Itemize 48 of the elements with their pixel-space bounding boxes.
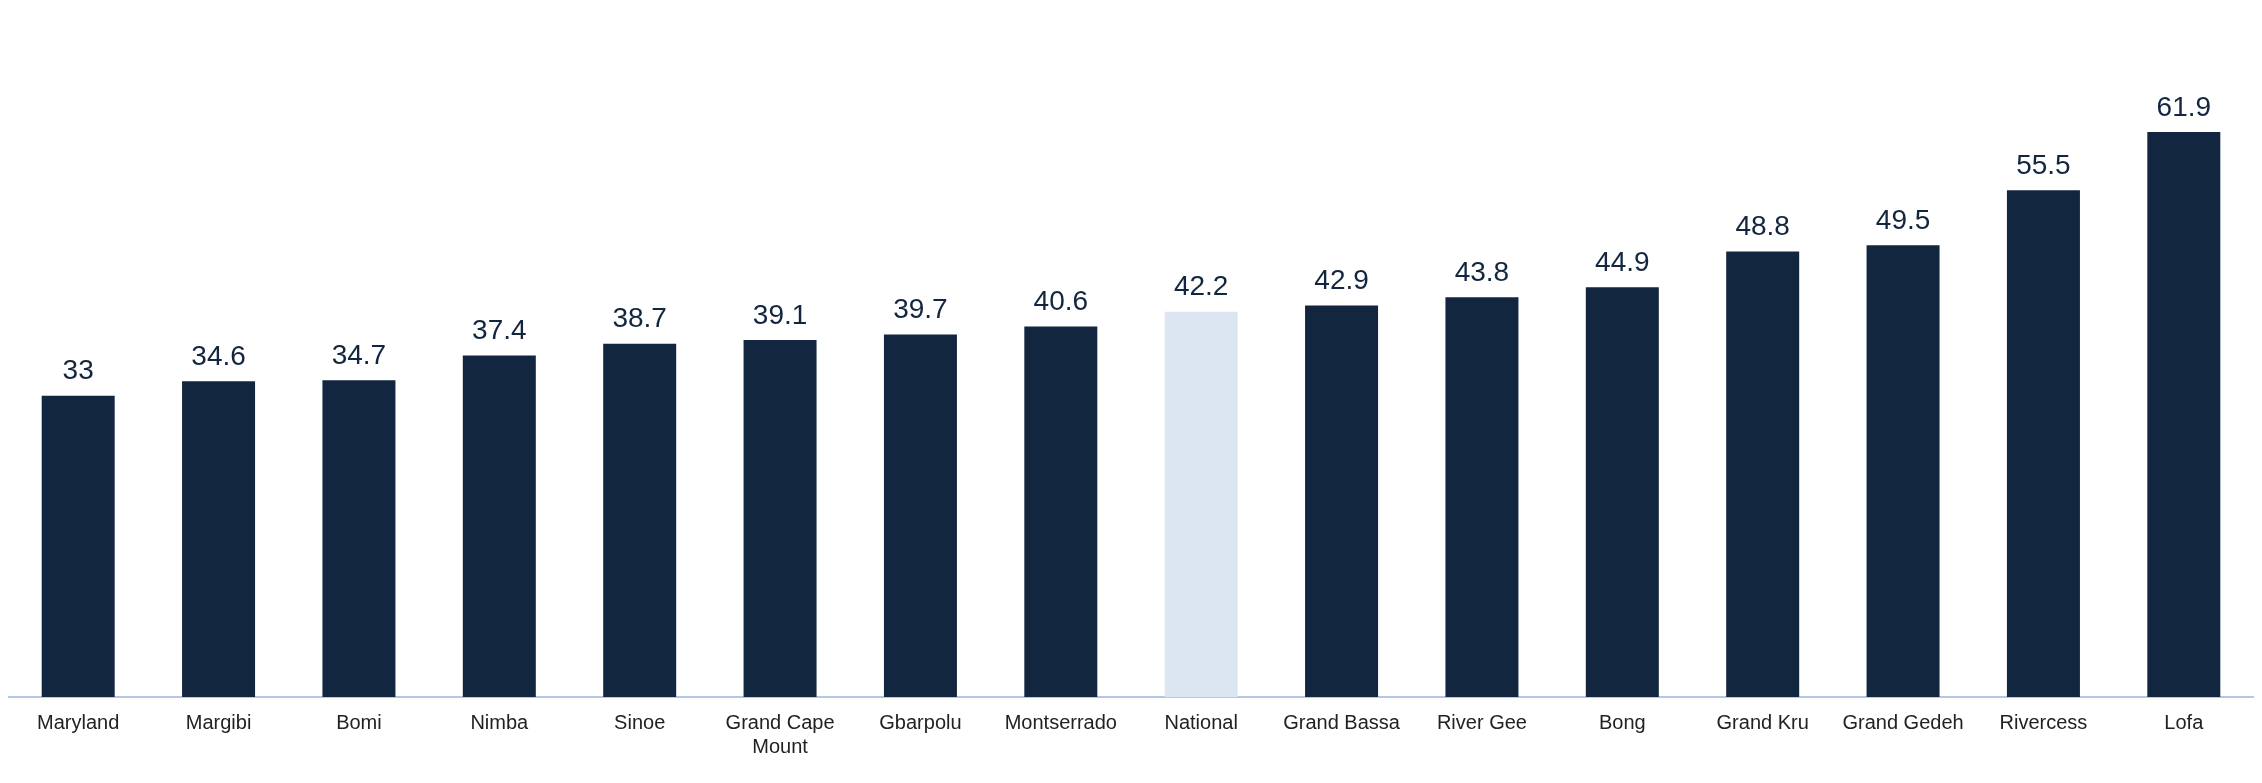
data-label: 49.5	[1875, 203, 1931, 235]
x-tick-label: Rivercess	[1999, 710, 2088, 733]
data-label: 42.2	[1173, 270, 1229, 302]
bar	[1585, 287, 1659, 697]
x-tick-label: Nimba	[470, 710, 530, 733]
bar	[1866, 245, 1940, 697]
x-tick-label: National	[1164, 710, 1238, 733]
x-tick-label: Margibi	[185, 710, 252, 733]
x-tick-label: Maryland	[37, 710, 120, 733]
data-label: 38.7	[612, 302, 667, 334]
bar	[1305, 305, 1379, 697]
data-label: 55.5	[2016, 149, 2071, 181]
data-label: 42.9	[1314, 264, 1369, 296]
x-tick-label: Bong	[1598, 710, 1646, 733]
bar	[603, 343, 677, 697]
bar	[182, 381, 256, 697]
data-label: 37.4	[472, 314, 527, 346]
data-label: 43.8	[1454, 255, 1510, 287]
x-tick-label: Sinoe	[614, 710, 666, 733]
bar	[1024, 326, 1098, 697]
data-label: 34.7	[331, 338, 387, 370]
x-tick-label: Grand Kru	[1716, 710, 1809, 733]
data-label: 34.6	[191, 339, 246, 371]
x-tick-label: Grand Gedeh	[1842, 710, 1964, 733]
bar	[743, 340, 817, 697]
x-tick-label: Grand Cape Mount	[725, 710, 835, 757]
bar	[322, 380, 396, 697]
x-tick-label: Bomi	[336, 710, 382, 733]
x-tick-label: Gbarpolu	[879, 710, 962, 733]
bar	[2006, 190, 2080, 697]
data-label: 39.1	[752, 298, 808, 330]
data-label: 33	[62, 354, 94, 386]
x-tick-label: River Gee	[1436, 710, 1527, 733]
x-tick-label: Lofa	[2164, 710, 2205, 733]
bar	[1164, 311, 1238, 697]
x-tick-label: Grand Bassa	[1283, 710, 1401, 733]
bar	[41, 395, 115, 697]
bar	[462, 355, 536, 697]
data-label: 61.9	[2156, 90, 2212, 122]
data-label: 48.8	[1735, 210, 1790, 242]
bar	[883, 334, 957, 697]
bar	[2147, 131, 2221, 697]
data-label: 44.9	[1595, 245, 1650, 277]
bar	[1726, 251, 1800, 697]
data-label: 40.6	[1033, 285, 1089, 317]
x-tick-label: Montserrado	[1004, 710, 1117, 733]
bar	[1445, 297, 1519, 697]
data-label: 39.7	[893, 293, 948, 325]
